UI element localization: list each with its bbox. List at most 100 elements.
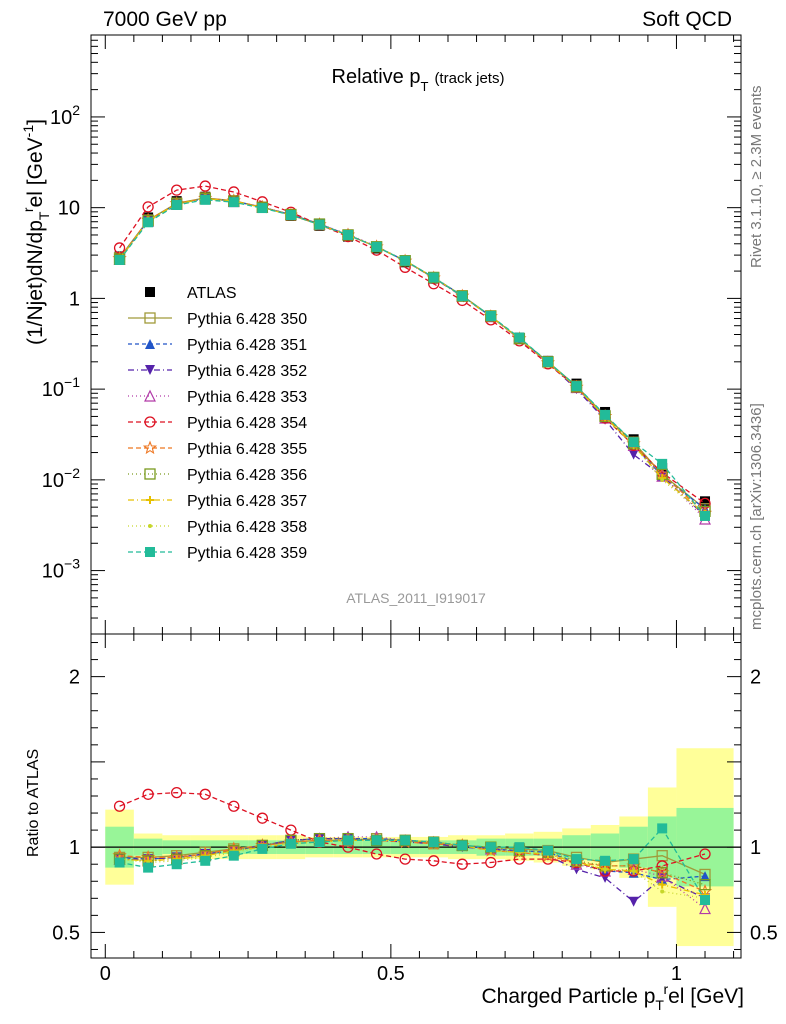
ratio-point-pythia-6-428-359 xyxy=(700,895,711,906)
data-point-pythia-6-428-354 xyxy=(171,184,183,196)
data-point-pythia-6-428-359 xyxy=(428,272,439,283)
ratio-y-tick-label-right: 2 xyxy=(750,667,761,689)
series-line-pythia-6-428-355 xyxy=(119,197,706,514)
x-tick-label: 0 xyxy=(100,963,111,985)
ratio-point-pythia-6-428-354 xyxy=(428,855,440,867)
legend-marker-pythia-6-428-357 xyxy=(146,496,154,504)
ratio-point-pythia-6-428-353 xyxy=(699,902,711,915)
data-point-pythia-6-428-359 xyxy=(371,241,382,252)
data-point-pythia-6-428-359 xyxy=(700,510,711,521)
ratio-point-pythia-6-428-354 xyxy=(370,848,383,860)
y-tick-label: 10−3 xyxy=(42,556,80,583)
ratio-point-pythia-6-428-359 xyxy=(257,843,268,854)
data-point-pythia-6-428-359 xyxy=(485,310,496,321)
ratio-point-pythia-6-428-359 xyxy=(314,837,325,848)
ratio-point-pythia-6-428-359 xyxy=(285,838,296,849)
ratio-point-pythia-6-428-358 xyxy=(660,889,665,894)
y-tick-label: 10 xyxy=(58,198,80,220)
x-tick-label: 0.5 xyxy=(377,963,405,985)
ratio-point-pythia-6-428-355 xyxy=(655,865,670,879)
data-point-pythia-6-428-359 xyxy=(400,255,411,266)
source-watermark: ATLAS_2011_I919017 xyxy=(346,590,486,606)
ratio-panel-series xyxy=(112,786,713,915)
ratio-point-pythia-6-428-357 xyxy=(658,880,667,889)
ratio-point-pythia-6-428-359 xyxy=(514,842,525,853)
ratio-line-pythia-6-428-358 xyxy=(119,839,706,899)
rivet-version-label: Rivet 3.1.10, ≥ 2.3M events xyxy=(748,85,765,269)
legend-label-pythia-6-428-354: Pythia 6.428 354 xyxy=(187,415,307,432)
ratio-point-pythia-6-428-359 xyxy=(428,837,439,848)
ratio-line-pythia-6-428-354 xyxy=(119,791,706,872)
ratio-point-pythia-6-428-359 xyxy=(485,842,496,853)
ratio-point-pythia-6-428-356 xyxy=(699,879,711,891)
ratio-point-pythia-6-428-359 xyxy=(200,855,211,866)
ratio-y-tick-label: 2 xyxy=(69,667,80,689)
ratio-point-pythia-6-428-359 xyxy=(571,854,582,865)
mcplots-source-label: mcplots.cern.ch [arXiv:1306.3436] xyxy=(748,403,765,630)
ratio-point-pythia-6-428-351 xyxy=(700,871,711,882)
ratio-point-pythia-6-428-354 xyxy=(256,812,269,824)
ratio-point-pythia-6-428-354 xyxy=(485,856,497,869)
data-point-pythia-6-428-359 xyxy=(200,194,211,205)
ratio-point-pythia-6-428-358 xyxy=(603,867,608,872)
data-point-pythia-6-428-359 xyxy=(314,219,325,230)
legend-label-pythia-6-428-352: Pythia 6.428 352 xyxy=(187,363,307,380)
ratio-point-pythia-6-428-358 xyxy=(631,869,636,874)
series-line-pythia-6-428-356 xyxy=(119,197,706,512)
y-tick-label: 1 xyxy=(69,288,80,310)
data-point-pythia-6-428-359 xyxy=(143,217,154,228)
legend: ATLAS Pythia 6.428 350 Pythia 6.428 351 Pyt… xyxy=(128,285,307,562)
legend-label-pythia-6-428-357: Pythia 6.428 357 xyxy=(187,493,307,510)
data-point-pythia-6-428-359 xyxy=(285,210,296,221)
legend-marker-pythia-6-428-353 xyxy=(144,389,156,402)
ratio-point-pythia-6-428-354 xyxy=(699,848,711,860)
ratio-point-pythia-6-428-354 xyxy=(228,800,240,812)
header-beam-energy: 7000 GeV pp xyxy=(103,8,227,31)
legend-marker-pythia-6-428-359 xyxy=(145,547,155,557)
header-process: Soft QCD xyxy=(642,8,732,31)
ratio-point-pythia-6-428-354 xyxy=(113,800,126,812)
ratio-y-tick-label-right: 1 xyxy=(750,837,761,859)
y-tick-label: 10−2 xyxy=(42,465,80,492)
main-panel-series xyxy=(112,180,713,525)
ratio-panel-frame: 0 0.5 1 0.5 0.5 1 1 2 2 xyxy=(52,633,778,985)
ratio-point-pythia-6-428-354 xyxy=(199,788,211,800)
ratio-point-pythia-6-428-359 xyxy=(542,845,553,856)
x-tick-label: 1 xyxy=(671,963,682,985)
ratio-point-pythia-6-428-352 xyxy=(628,896,639,907)
main-y-axis-label: (1/Njet)dN/dpTrel [GeV-1] xyxy=(20,119,52,345)
x-axis-label: Charged Particle pTrel [GeV] xyxy=(481,981,744,1013)
data-point-pythia-6-428-359 xyxy=(657,458,668,469)
legend-marker-pythia-6-428-358 xyxy=(148,524,152,528)
legend-label-pythia-6-428-358: Pythia 6.428 358 xyxy=(187,519,307,536)
legend-marker-pythia-6-428-354 xyxy=(144,416,156,428)
data-point-atlas xyxy=(700,496,711,507)
data-point-pythia-6-428-359 xyxy=(571,381,582,392)
data-point-pythia-6-428-354 xyxy=(228,186,240,198)
ratio-point-pythia-6-428-359 xyxy=(114,857,125,868)
data-point-pythia-6-428-359 xyxy=(457,291,468,302)
legend-label-pythia-6-428-355: Pythia 6.428 355 xyxy=(187,441,307,458)
ratio-point-pythia-6-428-359 xyxy=(657,823,668,834)
data-point-pythia-6-428-359 xyxy=(343,229,354,240)
legend-label-pythia-6-428-359: Pythia 6.428 359 xyxy=(187,545,307,562)
legend-label-atlas: ATLAS xyxy=(187,285,237,302)
legend-label-pythia-6-428-356: Pythia 6.428 356 xyxy=(187,467,307,484)
ratio-point-pythia-6-428-359 xyxy=(228,850,239,861)
y-tick-label: 102 xyxy=(50,102,80,129)
ratio-point-pythia-6-428-359 xyxy=(400,835,411,846)
ratio-point-pythia-6-428-359 xyxy=(171,859,182,870)
ratio-y-tick-label-right: 0.5 xyxy=(750,922,778,944)
data-point-pythia-6-428-354 xyxy=(142,201,154,213)
ratio-point-pythia-6-428-359 xyxy=(600,855,611,866)
main-plot-title: Relative pT (track jets) xyxy=(332,66,505,94)
legend-marker-atlas xyxy=(145,287,155,297)
ratio-point-pythia-6-428-354 xyxy=(171,786,183,799)
legend-marker-pythia-6-428-355 xyxy=(142,440,158,455)
data-point-pythia-6-428-359 xyxy=(628,437,639,448)
ratio-point-pythia-6-428-359 xyxy=(457,840,468,851)
ratio-frame-border xyxy=(90,633,742,959)
legend-label-pythia-6-428-353: Pythia 6.428 353 xyxy=(187,389,307,406)
ratio-point-pythia-6-428-356 xyxy=(656,867,668,879)
